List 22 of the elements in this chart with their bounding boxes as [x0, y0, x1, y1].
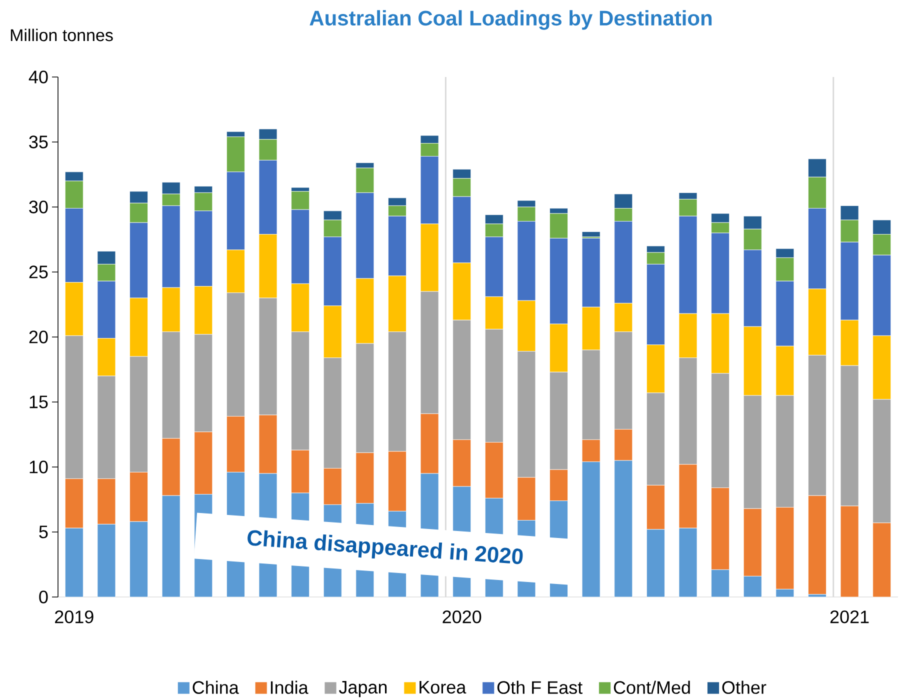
legend-label: Cont/Med [614, 680, 690, 694]
y-tick-label: 40 [28, 70, 48, 84]
y-tick-label: 5 [39, 526, 48, 538]
annotation: China disappeared in 2020 [248, 530, 523, 564]
y-tick-label: 20 [29, 330, 48, 344]
x-tick-label: 2020 [442, 610, 482, 624]
y-tick-label: 35 [29, 136, 48, 148]
legend-label: Other [722, 680, 766, 694]
legend-label: Oth F East [497, 680, 582, 694]
y-tick-label: 10 [30, 460, 48, 474]
chart-title: Australian Coal Loadings by Destination [310, 10, 712, 30]
legend-label: China [192, 680, 239, 694]
legend-label: Korea [420, 681, 466, 694]
y-tick-label: 15 [30, 396, 48, 408]
legend-label: India [270, 680, 308, 694]
y-tick-label: 30 [29, 200, 48, 214]
x-tick-label: 2021 [830, 610, 869, 624]
x-tick-label: 2019 [55, 610, 94, 624]
legend-label: Japan [338, 681, 387, 698]
y-tick-label: 25 [29, 266, 48, 278]
y-axis-title: Million tonnes [10, 28, 113, 42]
y-tick-label: 0 [39, 590, 48, 604]
